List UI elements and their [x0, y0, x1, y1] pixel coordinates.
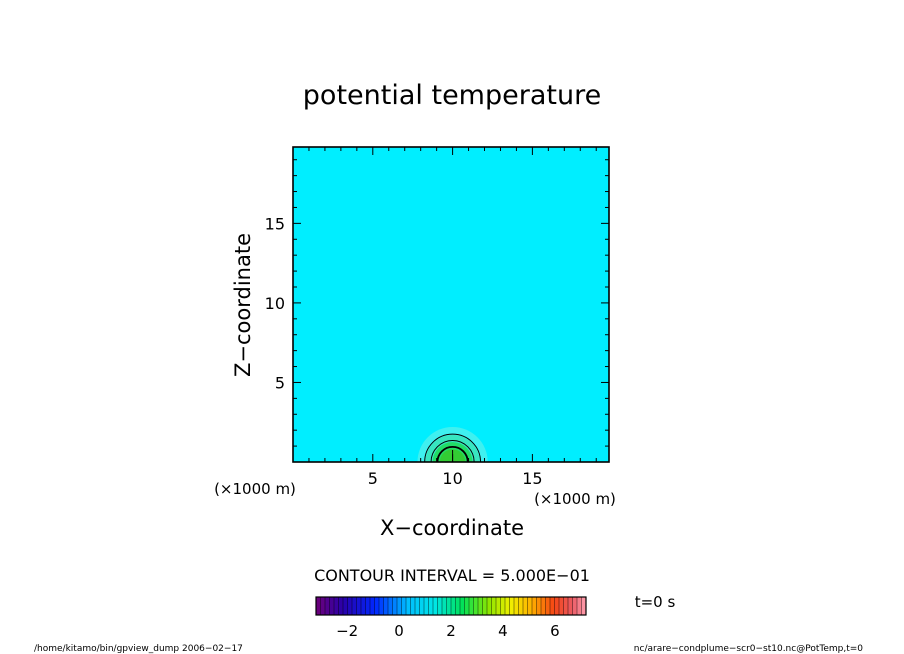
contour-interval-text: CONTOUR INTERVAL = 5.000E−01 — [314, 566, 590, 585]
colorbar-cell — [549, 596, 556, 616]
colorbar-cell — [572, 596, 578, 616]
colorbar-cell — [333, 596, 340, 616]
y-tick-label: 5 — [275, 373, 285, 392]
colorbar-cell — [419, 596, 425, 616]
x-unit-label-right: (×1000 m) — [534, 490, 616, 508]
colorbar-cell — [450, 596, 457, 616]
colorbar-cell — [558, 596, 565, 616]
colorbar-frame — [315, 596, 587, 616]
colorbar-cell — [401, 596, 407, 616]
y-tick-label: 10 — [265, 294, 285, 313]
colorbar-tick-label: −2 — [336, 622, 358, 640]
plot-area: 5 10 15 5 10 15 — [265, 146, 610, 488]
colorbar-cell — [536, 596, 542, 616]
colorbar-cell — [545, 596, 551, 616]
colorbar-cell — [504, 596, 511, 616]
colorbar-cell — [338, 596, 344, 616]
colorbar-cell — [405, 596, 412, 616]
colorbar-tick-label: 6 — [550, 622, 560, 640]
colorbar-cell — [365, 596, 371, 616]
colorbar-cell — [378, 596, 385, 616]
footer-right-text: nc/arare−condplume−scr0−st10.nc@PotTemp,… — [634, 644, 863, 654]
colorbar-cell — [563, 596, 569, 616]
colorbar-cell — [554, 596, 560, 616]
colorbar-cell — [428, 596, 434, 616]
colorbar-cell — [518, 596, 524, 616]
colorbar-cell — [513, 596, 520, 616]
colorbar-cell — [522, 596, 529, 616]
plot-background — [293, 147, 609, 462]
colorbar-cell — [527, 596, 533, 616]
colorbar-cell — [387, 596, 394, 616]
colorbar-cell — [482, 596, 488, 616]
colorbar-cell — [531, 596, 538, 616]
footer-left-text: /home/kitamo/bin/gpview_dump 2006−02−17 — [34, 644, 243, 654]
y-axis-label: Z−coordinate — [231, 233, 255, 377]
colorbar-cell — [567, 596, 574, 616]
colorbar-cell — [540, 596, 547, 616]
colorbar-cell — [576, 596, 583, 616]
colorbar-cell — [432, 596, 439, 616]
colorbar-cell — [468, 596, 475, 616]
chart-title: potential temperature — [303, 80, 601, 111]
colorbar-cell — [410, 596, 416, 616]
colorbar-cell — [464, 596, 470, 616]
colorbar: −2 0 2 4 6 — [315, 596, 587, 640]
colorbar-cell — [441, 596, 448, 616]
colorbar-cell — [369, 596, 376, 616]
colorbar-cell — [351, 596, 358, 616]
colorbar-tick-label: 2 — [446, 622, 456, 640]
colorbar-cell — [383, 596, 389, 616]
x-tick-label: 10 — [442, 469, 462, 488]
y-tick-label: 15 — [265, 214, 285, 233]
colorbar-cell — [455, 596, 461, 616]
colorbar-cell — [477, 596, 484, 616]
contour-line-1 — [430, 440, 475, 462]
colorbar-cell — [414, 596, 421, 616]
time-label: t=0 s — [635, 593, 676, 611]
colorbar-cell — [320, 596, 326, 616]
colorbar-tick-label: 4 — [498, 622, 508, 640]
colorbar-cell — [500, 596, 506, 616]
colorbar-tick-label: 0 — [394, 622, 404, 640]
colorbar-cell — [437, 596, 443, 616]
colorbar-cell — [495, 596, 502, 616]
colorbar-cell — [347, 596, 353, 616]
x-axis-label: X−coordinate — [380, 516, 524, 540]
x-tick-label: 5 — [368, 469, 378, 488]
colorbar-cell — [356, 596, 362, 616]
x-tick-label: 15 — [522, 469, 542, 488]
colorbar-cell — [459, 596, 466, 616]
colorbar-cell — [315, 596, 322, 616]
colorbar-cell — [423, 596, 430, 616]
colorbar-cell — [491, 596, 497, 616]
colorbar-cell — [446, 596, 452, 616]
colorbar-cell — [324, 596, 331, 616]
colorbar-cell — [342, 596, 349, 616]
colorbar-cell — [509, 596, 515, 616]
plot-frame — [292, 146, 610, 463]
colorbar-cell — [396, 596, 403, 616]
colorbar-cell — [392, 596, 398, 616]
colorbar-cell — [486, 596, 493, 616]
x-unit-label-left: (×1000 m) — [214, 480, 296, 498]
colorbar-cell — [360, 596, 367, 616]
colorbar-cell — [374, 596, 380, 616]
colorbar-cell — [329, 596, 335, 616]
colorbar-cell — [473, 596, 479, 616]
